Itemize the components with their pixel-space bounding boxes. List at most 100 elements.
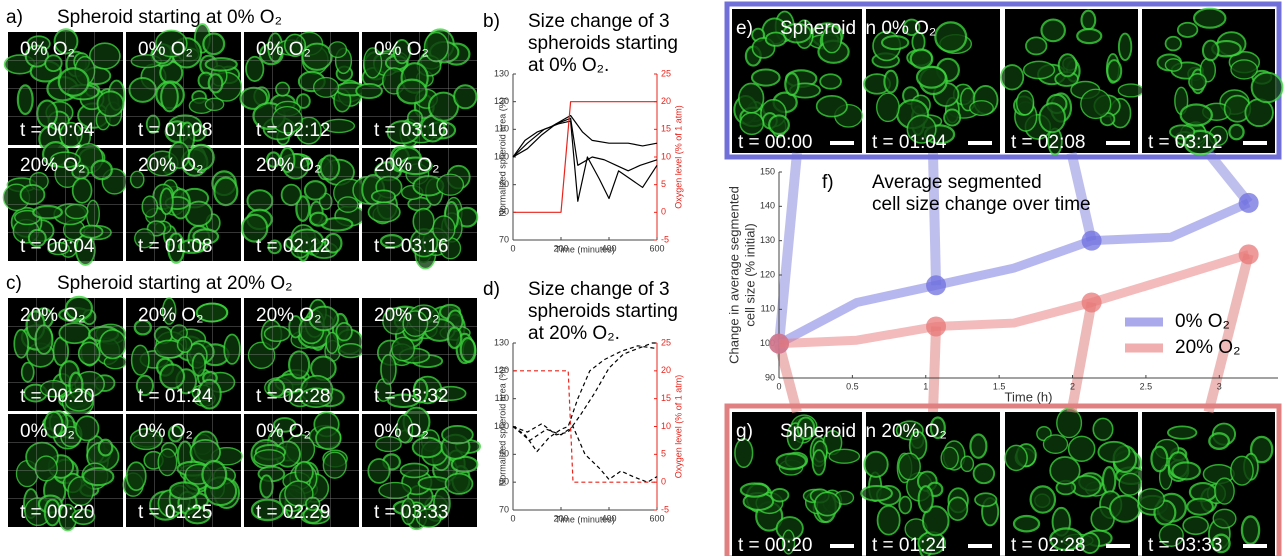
cell — [201, 459, 228, 490]
y2-tick-label: 5 — [661, 449, 666, 459]
micrograph — [352, 145, 479, 270]
connector — [1204, 149, 1253, 207]
x-tick-label: 1.5 — [993, 381, 1006, 391]
cell — [43, 410, 64, 439]
cell — [191, 352, 207, 377]
data-line — [512, 120, 658, 202]
cell — [1097, 440, 1131, 464]
x-axis-label: Time (minutes) — [555, 514, 615, 524]
cell — [294, 460, 314, 484]
cell — [398, 156, 433, 176]
data-line — [512, 425, 658, 483]
chart-title: cell size change over time — [872, 194, 1091, 215]
cell — [319, 154, 341, 181]
chart-title: Average segmented — [872, 172, 1042, 193]
cell — [1150, 445, 1169, 473]
micrograph — [1004, 407, 1148, 556]
data-line — [512, 114, 658, 158]
cell — [940, 446, 959, 470]
data-point — [1081, 230, 1102, 251]
cell — [213, 176, 239, 207]
cell — [734, 437, 754, 469]
cell — [312, 76, 340, 98]
data-line — [512, 345, 658, 453]
cell — [53, 28, 79, 55]
y2-tick-label: 5 — [661, 179, 666, 189]
cell — [71, 508, 96, 526]
y2-axis-label: Oxygen level (% of 1 atm) — [673, 375, 683, 479]
chart-title: Size change of 3 — [528, 279, 670, 300]
oxygen-label: 20% O₂ — [256, 305, 321, 326]
cell — [39, 380, 68, 398]
cell — [27, 228, 47, 248]
time-label: t = 00:04 — [20, 120, 95, 141]
cell — [280, 183, 302, 207]
oxygen-label: 0% O₂ — [138, 39, 193, 60]
y-tick-label: 100 — [760, 338, 775, 348]
time-label: t = 00:20 — [738, 535, 812, 556]
x-tick-label: 600 — [649, 243, 664, 253]
cell — [204, 57, 238, 72]
oxygen-label: 0% O₂ — [256, 421, 311, 442]
cell — [815, 95, 848, 118]
cell — [1040, 18, 1066, 43]
y2-tick-label: 10 — [661, 151, 671, 161]
cell — [299, 387, 333, 408]
oxygen-label: 0% O₂ — [374, 421, 429, 442]
cell — [1080, 9, 1097, 31]
micrograph — [244, 298, 364, 411]
y2-axis-label: Oxygen level (% of 1 atm) — [673, 105, 683, 209]
panel-label: b) — [483, 11, 500, 32]
y2-tick-label: 15 — [661, 124, 671, 134]
y2-tick-label: -5 — [661, 234, 669, 244]
data-point — [926, 275, 947, 296]
time-label: t = 01:24 — [872, 535, 947, 556]
legend-label: 0% O₂ — [1175, 311, 1230, 332]
data-line — [778, 250, 1250, 349]
cell — [898, 495, 913, 515]
micrograph — [355, 28, 478, 148]
micrograph — [362, 298, 477, 411]
cell — [1193, 7, 1227, 29]
x-tick-label: 0.5 — [846, 381, 859, 391]
cell — [301, 42, 333, 71]
cell — [782, 22, 812, 44]
cell — [1169, 124, 1196, 140]
cell — [187, 143, 215, 172]
micrograph — [8, 410, 123, 532]
micrograph — [126, 297, 241, 411]
time-label: t = 00:20 — [20, 386, 94, 407]
cell — [1000, 64, 1025, 91]
cell — [195, 302, 229, 323]
micrograph — [860, 412, 1000, 556]
cell — [459, 336, 477, 363]
oxygen-label: 20% O₂ — [138, 155, 203, 176]
y-tick-label: 90 — [499, 179, 509, 189]
cell — [273, 417, 297, 433]
cell — [82, 467, 115, 487]
panel-title: Spheroid in 20% O₂ — [780, 421, 947, 442]
cell — [134, 228, 155, 249]
cell — [367, 201, 401, 223]
micrograph — [1137, 412, 1275, 556]
time-label: t = 02:12 — [256, 236, 330, 257]
y2-tick-label: 25 — [661, 337, 671, 347]
cell — [1244, 98, 1274, 128]
cell — [1117, 32, 1133, 62]
cell — [400, 497, 416, 526]
time-label: t = 02:28 — [1011, 535, 1085, 556]
cell — [79, 224, 104, 239]
cell — [775, 452, 808, 471]
x-tick-label: 200 — [553, 513, 568, 523]
connector — [1066, 301, 1097, 413]
cell — [947, 496, 969, 522]
time-label: t = 03:16 — [374, 120, 448, 141]
cell — [363, 47, 383, 79]
cell — [64, 203, 89, 220]
cell — [337, 343, 364, 359]
cell — [133, 319, 152, 336]
cell — [250, 498, 285, 522]
cell — [328, 41, 348, 59]
y-tick-label: 110 — [761, 304, 775, 314]
data-line — [776, 198, 1251, 348]
